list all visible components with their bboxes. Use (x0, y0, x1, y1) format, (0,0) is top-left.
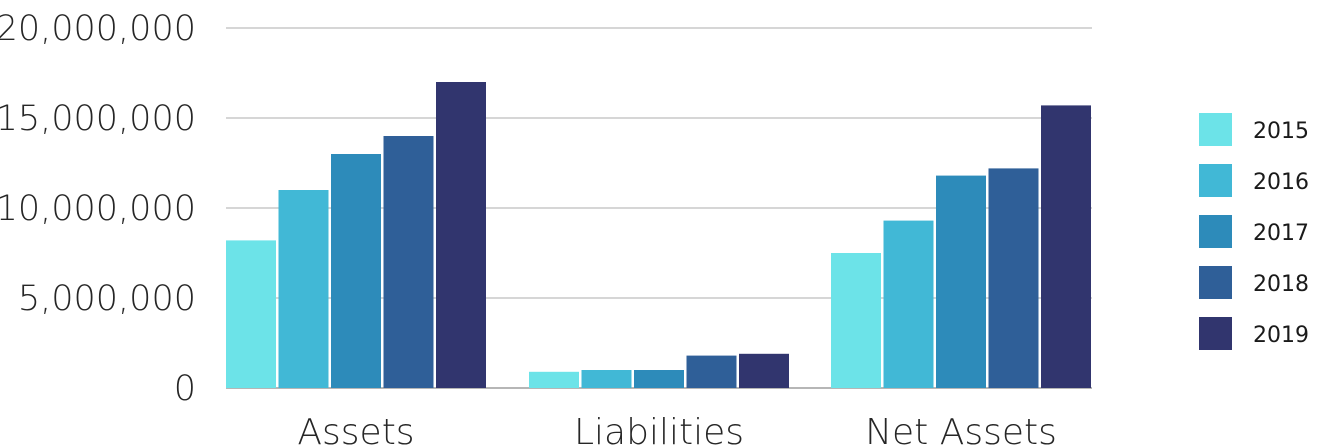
bar-assets-2018 (383, 136, 434, 388)
bar-net-assets-2019 (1041, 105, 1091, 389)
legend-swatch-2018 (1199, 266, 1232, 299)
legend: 2015 2016 2017 2018 2019 (1199, 113, 1309, 350)
y-axis-ticks: 0 5,000,000 10,000,000 15,000,000 20,000,000 (0, 9, 196, 409)
legend-label: 2017 (1253, 221, 1309, 246)
y-tick-label: 10,000,000 (0, 189, 196, 229)
x-tick-label: Liabilities (574, 412, 744, 446)
bar-assets-2019 (436, 82, 486, 388)
y-tick-label: 0 (174, 369, 196, 409)
legend-label: 2015 (1253, 119, 1309, 144)
y-tick-label: 15,000,000 (0, 99, 196, 139)
bar-net-assets-2016 (883, 220, 934, 388)
x-axis-ticks: Assets Liabilities Net Assets (297, 412, 1056, 446)
bar-assets-2015 (226, 240, 276, 388)
legend-label: 2016 (1253, 170, 1309, 195)
bar-net-assets-2015 (831, 253, 881, 388)
bar-net-assets-2017 (936, 175, 986, 388)
legend-label: 2018 (1253, 272, 1309, 297)
bar-liabilities-2016 (581, 370, 632, 388)
bar-liabilities-2015 (529, 371, 579, 388)
x-tick-label: Net Assets (865, 412, 1057, 446)
bar-net-assets-2018 (988, 168, 1039, 388)
legend-label: 2019 (1253, 323, 1309, 348)
y-tick-label: 5,000,000 (18, 279, 196, 319)
x-tick-label: Assets (297, 412, 414, 446)
legend-swatch-2017 (1199, 215, 1232, 248)
bar-liabilities-2018 (686, 355, 737, 388)
bar-assets-2017 (331, 154, 381, 388)
legend-swatch-2016 (1199, 164, 1232, 197)
legend-swatch-2019 (1199, 317, 1232, 350)
y-tick-label: 20,000,000 (0, 9, 196, 49)
bar-assets-2016 (278, 190, 329, 388)
bars (226, 82, 1091, 389)
bar-liabilities-2019 (739, 353, 789, 388)
legend-swatch-2015 (1199, 113, 1232, 146)
bar-liabilities-2017 (634, 370, 684, 388)
